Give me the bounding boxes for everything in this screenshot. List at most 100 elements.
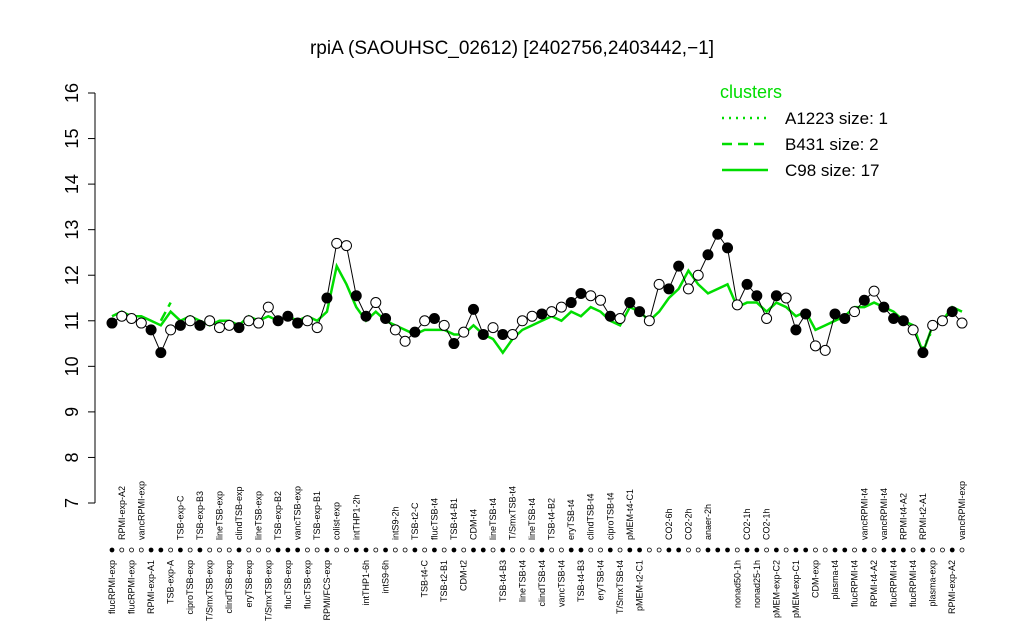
rug-dot <box>754 547 760 553</box>
data-point <box>849 306 861 318</box>
x-label-bottom: T/SmxTSB-exp <box>263 560 273 621</box>
x-label-bottom: clindTSB-t4 <box>537 560 547 607</box>
x-label-bottom: lineTSB-t4 <box>517 560 527 602</box>
rug-dot <box>715 547 721 553</box>
rug-dot <box>383 547 388 553</box>
x-label-top: anaer-2h <box>703 504 713 540</box>
rug-dot <box>480 547 486 553</box>
rug-dot <box>529 547 535 553</box>
x-label-bottom: nonad25-1h <box>752 560 762 608</box>
rug-dot <box>490 547 496 553</box>
data-point <box>761 313 773 324</box>
x-label-bottom: RPMI/FCS-exp <box>322 560 332 621</box>
x-label-top: intTHP1-2h <box>351 494 361 540</box>
x-label-bottom: TSB-t4-B3 <box>498 560 508 602</box>
data-point <box>770 290 782 302</box>
rug-dot <box>519 547 525 553</box>
y-tick-label: 11 <box>62 311 82 330</box>
data-point <box>106 317 118 329</box>
data-point <box>702 249 714 261</box>
data-point <box>722 242 734 254</box>
data-point <box>536 308 548 320</box>
rug-dot <box>803 547 809 553</box>
rug-dot <box>461 547 467 553</box>
data-point <box>604 310 616 322</box>
data-point <box>839 313 851 324</box>
rug-dot <box>432 547 437 553</box>
data-line <box>111 233 963 355</box>
data-point <box>467 303 479 315</box>
x-label-top: CO2-2h <box>683 508 693 540</box>
legend-label: A1223 size: 1 <box>785 109 888 128</box>
y-tick-label: 9 <box>62 407 82 417</box>
rug-dot <box>510 547 515 553</box>
rug-dot <box>344 547 349 553</box>
rug-dot <box>930 547 936 553</box>
x-label-top: vancRPMI-t4 <box>859 488 869 540</box>
rug-dot <box>607 547 613 553</box>
data-point <box>409 326 421 338</box>
rug-dot <box>617 547 623 553</box>
x-label-top: TSB-exp-C <box>175 495 185 540</box>
x-label-top: clindTSB-t4 <box>586 493 596 540</box>
x-label-top: RPMI-t2-A1 <box>918 493 928 540</box>
data-point <box>663 283 675 295</box>
legend-label: B431 size: 2 <box>785 135 879 154</box>
rug-dot <box>588 547 594 553</box>
x-label-bottom: pMEM-exp-C1 <box>791 560 801 618</box>
x-label-top: lineTSB-t4 <box>527 498 537 540</box>
data-point <box>682 283 694 295</box>
data-point <box>946 306 958 318</box>
data-point <box>585 290 597 302</box>
data-point <box>614 313 626 324</box>
rug-dot <box>822 547 828 553</box>
rug-dot <box>197 547 203 553</box>
rug-dot <box>949 547 955 553</box>
data-point <box>428 313 440 324</box>
rug-dot <box>392 547 398 553</box>
data-point <box>712 228 724 240</box>
data-point <box>458 326 470 338</box>
x-label-top: lineTSB-exp <box>214 491 224 540</box>
x-label-top: TSB-exp-B1 <box>312 491 322 540</box>
rug-dot <box>549 547 555 553</box>
data-point <box>780 292 792 304</box>
data-point <box>477 328 489 340</box>
x-label-top: TSB-t4-B2 <box>547 498 557 540</box>
x-label-bottom: intS9-6h <box>381 560 391 594</box>
y-tick-label: 10 <box>62 356 82 376</box>
cluster-line <box>159 301 172 322</box>
data-point <box>829 308 841 320</box>
data-point <box>878 301 890 313</box>
rug-dot <box>656 547 662 553</box>
data-point <box>126 313 138 324</box>
y-tick-label: 15 <box>62 129 82 149</box>
x-label-bottom: T/SmxTSB-exp <box>205 560 215 621</box>
rug-dot <box>236 547 242 553</box>
x-label-top: vancRPMI-exp <box>957 481 967 540</box>
x-label-top: T/SmxTSB-t4 <box>508 486 518 540</box>
x-label-bottom: plasma-exp <box>928 560 938 607</box>
x-label-bottom: clindTSB-exp <box>224 560 234 614</box>
data-point <box>624 297 636 309</box>
rug-dot <box>891 547 897 553</box>
x-label-top: TSB-t2-C <box>410 502 420 540</box>
rug-dot <box>559 547 564 553</box>
x-label-top: intS9-2h <box>390 506 400 540</box>
data-point <box>204 315 216 327</box>
data-point <box>565 297 577 309</box>
rug-dot <box>734 547 740 553</box>
x-label-top: ciproTSB-t4 <box>605 492 615 540</box>
rug-dot <box>940 547 945 553</box>
data-point <box>311 322 323 334</box>
data-point <box>819 344 831 356</box>
data-point <box>927 319 939 331</box>
x-label-top: RPMI-exp-A2 <box>117 486 127 540</box>
data-point <box>438 319 450 331</box>
data-point <box>526 310 538 322</box>
x-label-top: eryTSB-t4 <box>566 499 576 540</box>
rug-dot <box>627 547 633 553</box>
legend-title: clusters <box>720 82 782 102</box>
data-point <box>350 290 362 302</box>
